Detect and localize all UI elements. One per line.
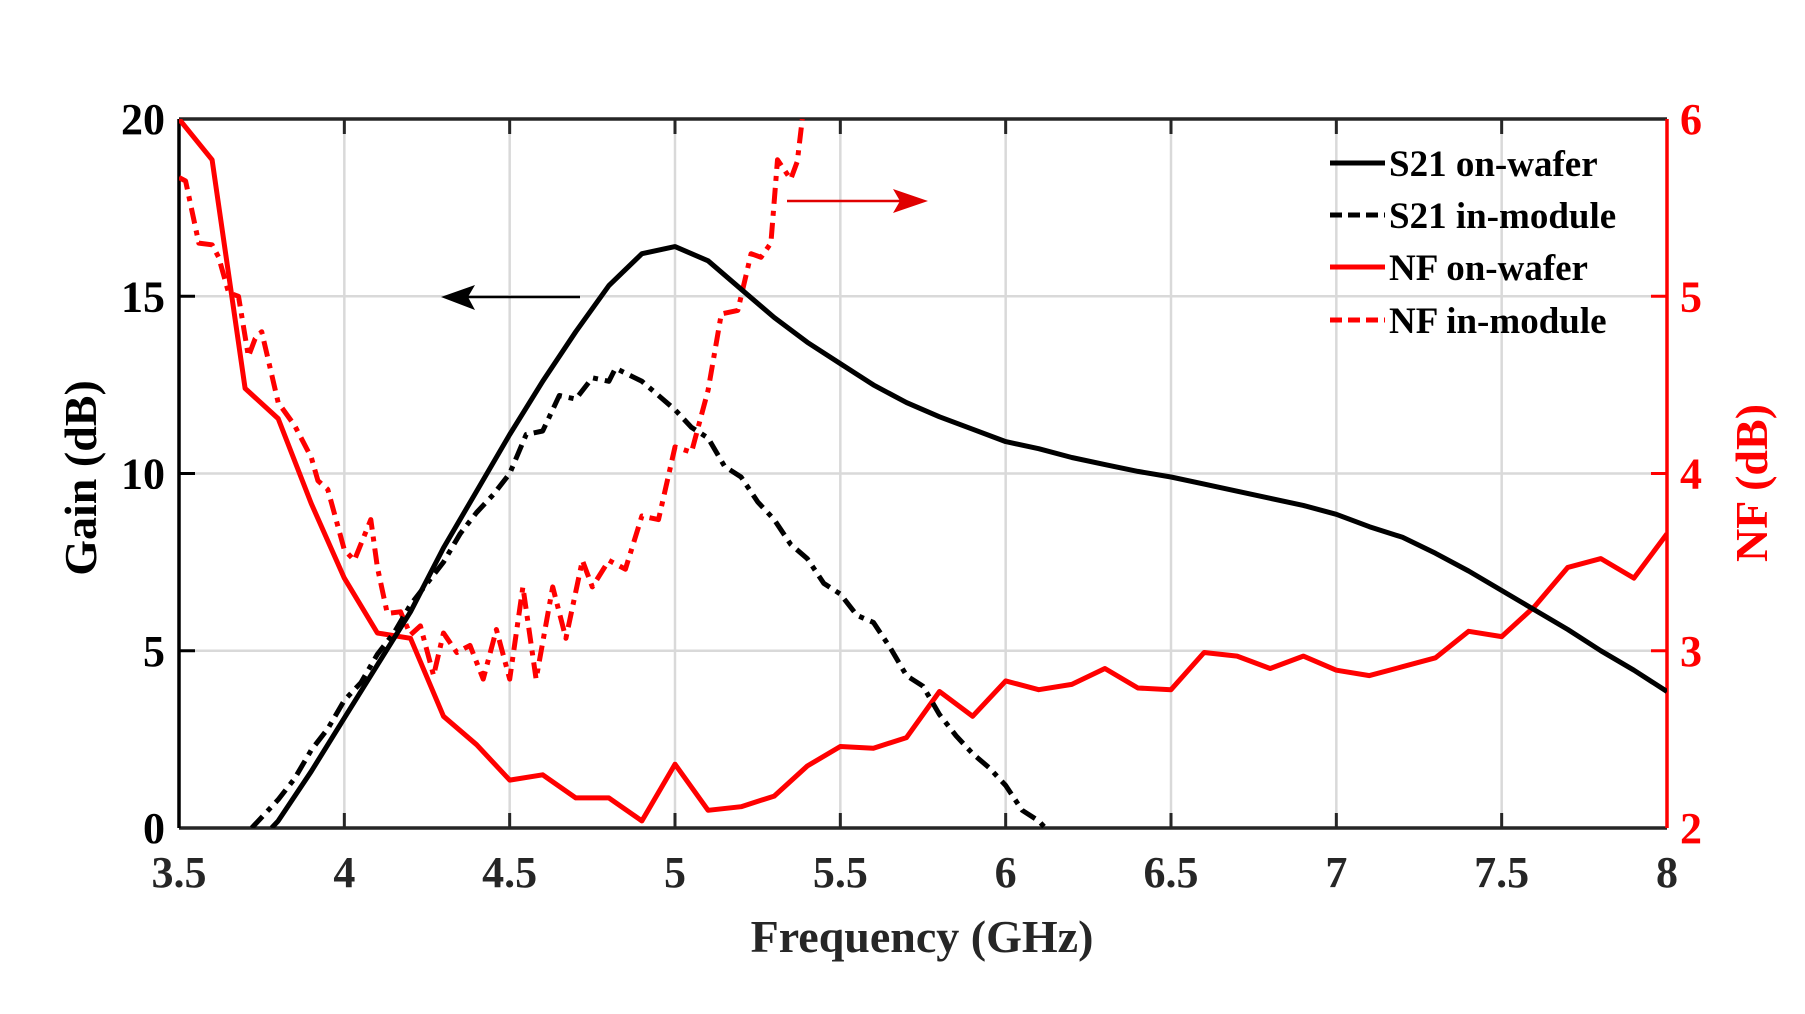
x-tick-label: 5 xyxy=(664,848,686,897)
y2-tick-label: 2 xyxy=(1680,804,1702,853)
x-tick-label: 6.5 xyxy=(1144,848,1199,897)
x-tick-label: 6 xyxy=(995,848,1017,897)
y-tick-label: 15 xyxy=(121,272,165,321)
y2-tick-label: 5 xyxy=(1680,272,1702,321)
legend-label: S21 on-wafer xyxy=(1389,144,1598,185)
left-axis-arrow xyxy=(441,285,580,310)
x-tick-label: 4 xyxy=(333,848,355,897)
y2-tick-label: 6 xyxy=(1680,95,1702,144)
series-nf-on-wafer xyxy=(179,119,1667,824)
x-tick-label: 5.5 xyxy=(813,848,868,897)
y-tick-label: 10 xyxy=(121,450,165,499)
y-tick-labels: 0 5 10 15 20 xyxy=(121,95,165,853)
x-tick-label: 4.5 xyxy=(482,848,537,897)
y2-tick-label: 3 xyxy=(1680,627,1702,676)
x-tick-label: 3.5 xyxy=(152,848,207,897)
arrow-right-icon xyxy=(893,189,928,213)
axes xyxy=(177,117,1669,830)
series-s21-on-wafer xyxy=(269,244,1667,828)
x-tick-label: 8 xyxy=(1656,848,1678,897)
y-tick-label: 5 xyxy=(143,627,165,676)
y2-tick-labels: 2 3 4 5 6 xyxy=(1680,95,1702,853)
legend-label: NF in-module xyxy=(1389,301,1607,342)
x-tick-labels: 3.5 4 4.5 5 5.5 6 6.5 7 7.5 8 xyxy=(152,848,1679,897)
y-tick-label: 20 xyxy=(121,95,165,144)
series-s21-in-module xyxy=(249,365,1048,828)
arrow-left-icon xyxy=(441,285,475,310)
series-group xyxy=(179,119,1667,828)
y-tick-label: 0 xyxy=(143,804,165,853)
x-tick-label: 7.5 xyxy=(1474,848,1529,897)
legend-label: NF on-wafer xyxy=(1389,248,1588,289)
y2-tick-label: 4 xyxy=(1680,450,1702,499)
legend-label: S21 in-module xyxy=(1389,196,1616,237)
legend: S21 on-wafer S21 in-module NF on-wafer NF i… xyxy=(1330,144,1616,342)
right-axis-arrow xyxy=(787,189,928,213)
y-axis-title: Gain (dB) xyxy=(55,380,106,576)
x-axis-title: Frequency (GHz) xyxy=(751,911,1094,962)
y2-axis-title: NF (dB) xyxy=(1726,404,1777,562)
x-tick-label: 7 xyxy=(1325,848,1347,897)
